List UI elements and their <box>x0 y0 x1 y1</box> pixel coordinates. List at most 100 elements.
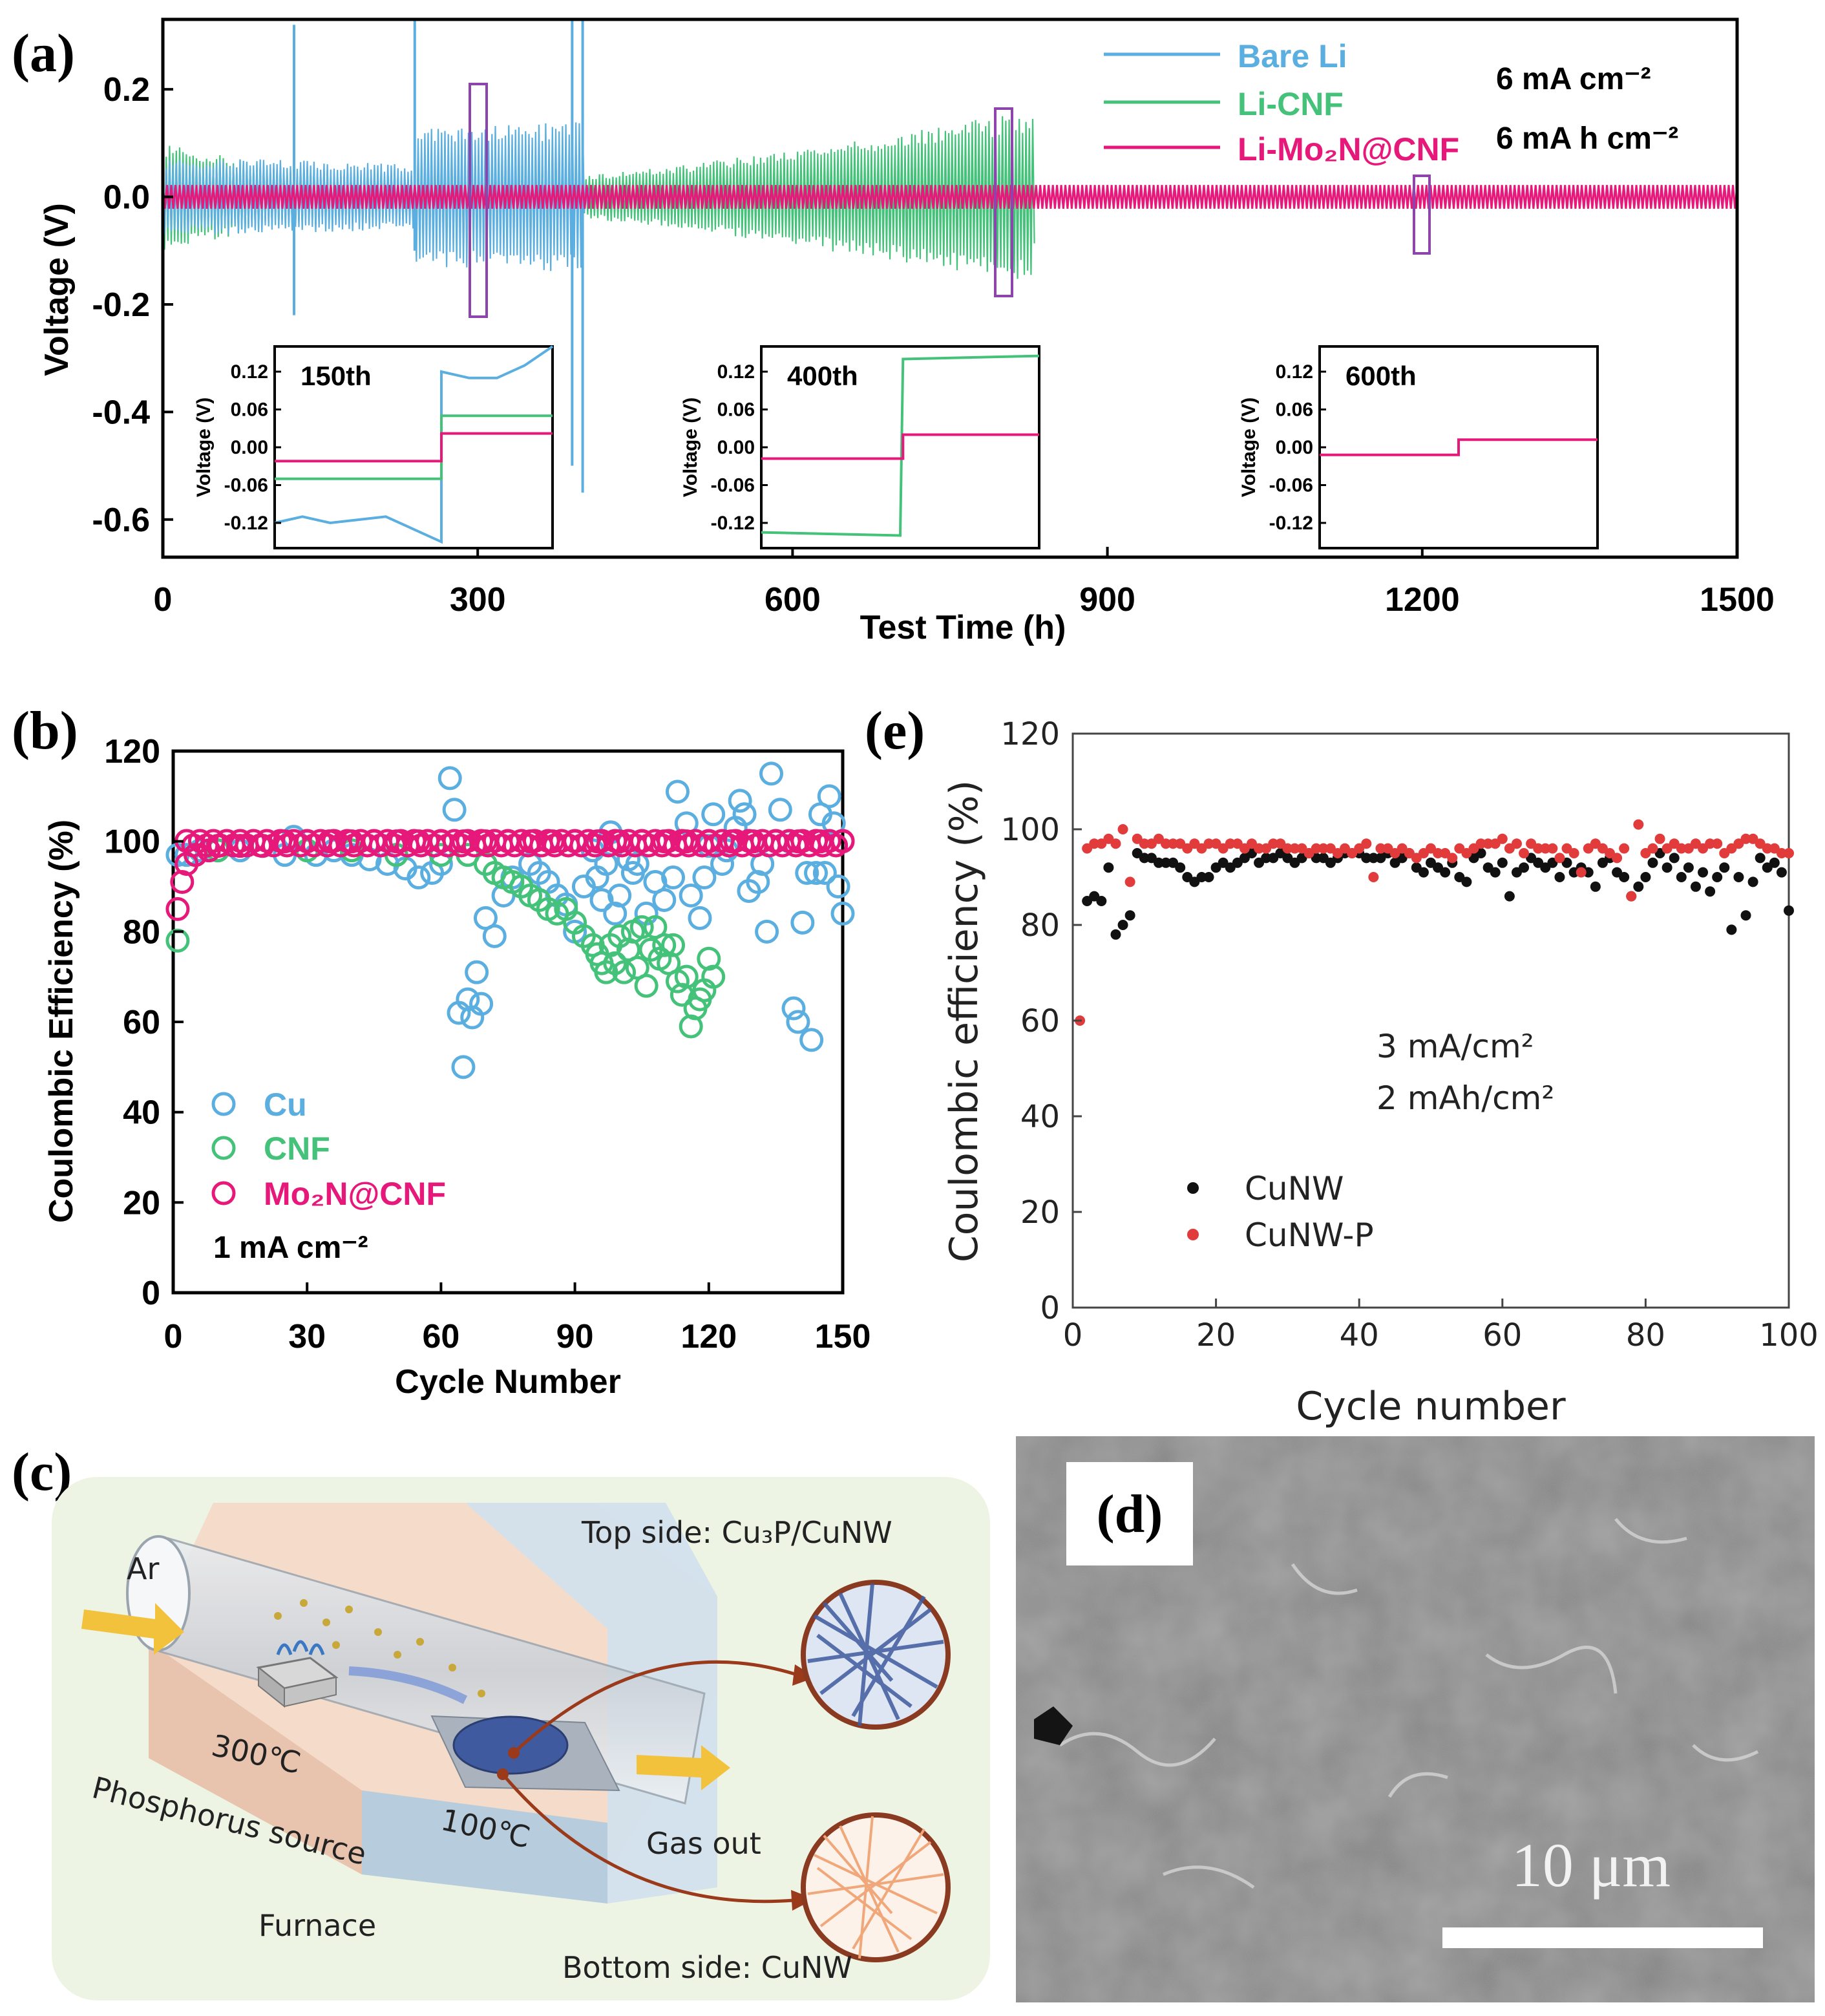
point-e-cunw <box>1139 853 1150 864</box>
chart-a-axes: 0 300 600 900 1200 1500 0.2 0.0 -0.2 -0.4 -0.6 <box>92 71 1774 619</box>
inset-ylabel: Voltage (V) <box>680 398 701 497</box>
point-b-cu <box>692 865 717 890</box>
gas-out-arrow <box>637 1745 730 1790</box>
inset-ytick-label: 0.06 <box>717 399 755 421</box>
point-e-cunw-p <box>1225 838 1236 849</box>
chart-e-plot <box>1075 819 1794 1026</box>
point-e-cunw-p <box>1268 838 1279 849</box>
chart-e-xtick-label: 80 <box>1626 1317 1665 1353</box>
point-e-cunw-p <box>1712 838 1723 849</box>
inset-600th: 0.12 0.06 0.00 -0.06 -0.12 Voltage (V) 600th <box>1238 345 1599 549</box>
chart-a-ylabel: Voltage (V) <box>38 203 76 376</box>
point-e-cunw <box>1519 862 1530 873</box>
point-e-cunw <box>1712 872 1723 882</box>
point-e-cunw <box>1461 876 1472 887</box>
point-e-cunw <box>1490 867 1501 878</box>
legend-b-cu: Cu <box>264 1087 307 1123</box>
point-e-cunw <box>1755 853 1766 864</box>
chart-e-xlabel: Cycle number <box>1296 1384 1566 1429</box>
point-e-cunw <box>1504 891 1515 902</box>
inset-ylabel: Voltage (V) <box>1238 398 1260 497</box>
chart-e-ylabel: Coulombic efficiency (%) <box>942 780 987 1262</box>
inset-series-li-mo-n-cnf <box>761 433 1039 460</box>
inset-series-bare-li <box>274 345 554 544</box>
series-a-li-mo-n-cnf <box>163 185 1737 209</box>
inset-400th: 0.12 0.06 0.00 -0.06 -0.12 Voltage (V) 400th <box>680 345 1040 549</box>
point-e-cunw-p <box>1161 838 1172 849</box>
chart-a-xtick-label: 300 <box>450 581 506 619</box>
point-e-cunw-p <box>1168 838 1179 849</box>
point-e-cunw-p <box>1497 833 1508 844</box>
point-b-cu <box>406 865 431 890</box>
point-e-cunw-p <box>1676 843 1687 854</box>
legend-b-marker-cu <box>211 1092 236 1116</box>
point-b-cnf <box>629 915 654 939</box>
point-e-cunw-p <box>1368 872 1379 882</box>
point-b-cu <box>438 766 462 790</box>
point-e-cunw <box>1733 872 1744 882</box>
chart-e-condition-current: 3 mA/cm² <box>1377 1028 1534 1065</box>
point-e-cunw-p <box>1475 838 1486 849</box>
inset-ytick-label: -0.06 <box>1269 475 1313 496</box>
chart-b-ytick-label: 0 <box>142 1275 160 1312</box>
point-b-cnf <box>674 964 699 989</box>
point-e-cunw <box>1117 920 1128 930</box>
point-e-cunw-p <box>1482 838 1493 849</box>
point-b-cu <box>652 887 677 912</box>
furnace-hot-face <box>149 1642 362 1874</box>
inset-frame <box>273 345 554 549</box>
point-b-cu <box>442 798 467 822</box>
point-e-cunw <box>1647 857 1658 868</box>
point-b-cu <box>451 1055 476 1079</box>
point-b-cu <box>781 996 806 1021</box>
inset-ytick-label: 0.00 <box>231 437 268 458</box>
chart-e-ytick-label: 20 <box>1020 1194 1060 1231</box>
point-e-cunw <box>1583 867 1594 878</box>
point-b-cu <box>768 798 792 822</box>
point-e-cunw-p <box>1568 848 1579 858</box>
point-b-cu <box>688 906 712 930</box>
vapor-icon <box>276 1640 325 1655</box>
chart-b-ytick-label: 20 <box>123 1184 160 1222</box>
chart-b-legend: Cu CNF Mo₂N@CNF 1 mA cm⁻² <box>211 1087 446 1265</box>
chart-a-legend: Bare Li Li-CNF Li-Mo₂N@CNF 6 mA cm⁻² 6 m… <box>1104 38 1678 167</box>
chart-a-xtick-label: 0 <box>154 581 173 619</box>
inset-ytick-label: 0.06 <box>1276 399 1313 421</box>
inset-ytick-label: 0.12 <box>1276 361 1313 383</box>
point-b-cu <box>469 992 494 1016</box>
point-e-cunw-p <box>1282 843 1293 854</box>
chart-e-xtick-label: 60 <box>1482 1317 1522 1353</box>
point-e-cunw-p <box>1633 819 1644 830</box>
inset-series-li-mo-n-cnf <box>1320 438 1598 456</box>
point-e-cunw <box>1554 872 1565 882</box>
gas-in-arrow <box>81 1603 184 1655</box>
inset-ytick-label: -0.06 <box>711 475 755 496</box>
point-b-cu <box>812 861 837 886</box>
legend-e-marker-cunw <box>1187 1182 1199 1194</box>
point-e-cunw-p <box>1361 838 1372 849</box>
diagram-gas-in-label: Ar <box>127 1551 159 1586</box>
point-b-cu <box>799 1028 824 1052</box>
chart-a-frame <box>161 17 1739 559</box>
inset-ytick-label: -0.06 <box>224 475 268 496</box>
inset-ytick-label: 0.12 <box>717 361 755 383</box>
point-e-cunw <box>1590 881 1601 892</box>
point-e-cunw-p <box>1511 838 1522 849</box>
point-e-cunw-p <box>1289 843 1300 854</box>
chart-e-ytick-label: 40 <box>1020 1099 1060 1135</box>
point-b-cu <box>786 1010 810 1034</box>
point-e-cunw <box>1175 862 1186 873</box>
panel-label-b: (b) <box>12 701 78 761</box>
inset-title: 600th <box>1345 361 1417 391</box>
panel-label-d-box <box>1066 1462 1193 1565</box>
chart-a-condition-capacity: 6 mA h cm⁻² <box>1496 122 1678 156</box>
point-e-cunw-p <box>1576 867 1587 878</box>
panel-label-a: (a) <box>12 23 75 83</box>
point-e-cunw <box>1153 857 1164 868</box>
inset-title: 150th <box>301 361 372 391</box>
diagram-furnace-label: Furnace <box>258 1908 376 1943</box>
point-e-cunw <box>1690 881 1701 892</box>
phosphorus-boat-front <box>284 1676 337 1708</box>
chart-b-ytick-label: 60 <box>123 1004 160 1041</box>
chart-a-ytick-label: 0.0 <box>103 179 150 217</box>
